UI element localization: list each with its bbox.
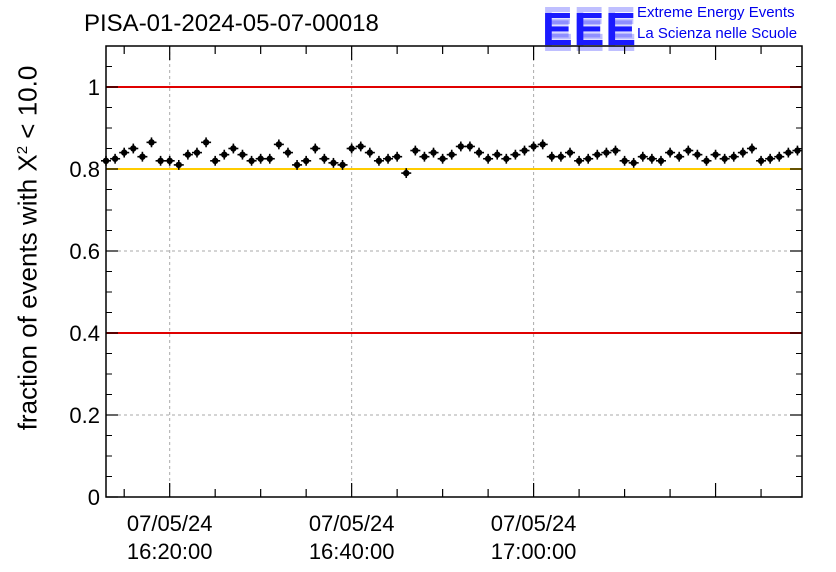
- data-point: [166, 157, 173, 164]
- data-point: [694, 151, 701, 158]
- data-point: [430, 149, 437, 156]
- data-point: [721, 155, 728, 162]
- data-point: [148, 139, 155, 146]
- data-point: [421, 153, 428, 160]
- brand-line-1: Extreme Energy Events: [637, 4, 795, 21]
- data-point: [266, 155, 273, 162]
- data-point: [312, 145, 319, 152]
- x-tick-time-label: 16:40:00: [309, 539, 395, 564]
- data-point: [494, 151, 501, 158]
- y-tick-label: 0.4: [69, 321, 100, 346]
- data-point: [794, 147, 801, 154]
- data-point: [120, 149, 128, 156]
- data-point: [539, 141, 546, 148]
- chart-title: PISA-01-2024-05-07-00018: [84, 10, 379, 37]
- data-point: [648, 155, 656, 162]
- data-point: [330, 159, 337, 167]
- brand-line-2: La Scienza nelle Scuole: [637, 25, 798, 42]
- data-point: [239, 151, 246, 158]
- data-point: [375, 157, 383, 164]
- data-point: [111, 155, 119, 162]
- data-point: [366, 149, 374, 156]
- data-point: [584, 155, 592, 162]
- data-point: [439, 155, 446, 162]
- data-point: [548, 153, 556, 160]
- data-point: [675, 153, 683, 160]
- y-tick-label: 0: [88, 485, 100, 510]
- data-point: [230, 145, 237, 152]
- data-point: [302, 157, 310, 164]
- data-point: [685, 147, 692, 154]
- data-point: [703, 157, 710, 164]
- data-point: [785, 149, 792, 156]
- data-point: [766, 155, 774, 162]
- data-point: [193, 149, 201, 156]
- data-point: [566, 149, 574, 156]
- data-point: [639, 153, 646, 160]
- data-point: [603, 149, 610, 156]
- data-point: [221, 151, 228, 158]
- x-tick-date-label: 07/05/24: [309, 511, 395, 536]
- data-point: [594, 151, 601, 158]
- data-point: [557, 153, 565, 160]
- data-point: [157, 157, 164, 164]
- data-point: [530, 143, 537, 150]
- data-point: [248, 157, 255, 164]
- data-point: [293, 161, 301, 169]
- data-point: [475, 149, 483, 156]
- data-point: [466, 143, 474, 150]
- data-point: [175, 161, 182, 169]
- data-point: [730, 153, 737, 160]
- data-point: [757, 157, 765, 164]
- data-point: [503, 155, 510, 162]
- data-point: [448, 151, 455, 158]
- data-point: [712, 151, 719, 158]
- data-point: [412, 147, 419, 154]
- data-point: [666, 149, 674, 156]
- data-point: [621, 157, 628, 164]
- data-point: [630, 159, 637, 167]
- y-tick-label: 0.6: [69, 239, 100, 264]
- data-point: [403, 169, 410, 177]
- x-tick-time-label: 17:00:00: [491, 539, 577, 564]
- data-point: [457, 143, 465, 150]
- data-point: [739, 149, 747, 156]
- data-point: [657, 157, 665, 164]
- y-tick-label: 0.8: [69, 157, 100, 182]
- data-point: [748, 145, 756, 152]
- data-point: [348, 145, 355, 152]
- data-point: [211, 157, 219, 164]
- data-point: [321, 155, 328, 162]
- data-point: [521, 147, 528, 154]
- data-point: [484, 155, 492, 162]
- y-tick-label: 0.2: [69, 403, 100, 428]
- data-point: [130, 145, 137, 152]
- data-point: [202, 139, 210, 146]
- data-point: [139, 153, 146, 160]
- data-point: [776, 153, 783, 160]
- data-point: [102, 157, 110, 164]
- data-point: [275, 141, 283, 148]
- data-point: [257, 155, 264, 162]
- y-tick-label: 1: [88, 75, 100, 100]
- x-tick-date-label: 07/05/24: [127, 511, 213, 536]
- data-point: [339, 161, 346, 169]
- data-point: [384, 155, 392, 162]
- data-point: [184, 151, 192, 158]
- data-point: [393, 153, 401, 160]
- x-tick-date-label: 07/05/24: [491, 511, 577, 536]
- data-point: [284, 149, 292, 156]
- plot-frame: [105, 45, 803, 498]
- data-point: [612, 147, 619, 154]
- data-point: [512, 151, 519, 158]
- data-point: [357, 143, 364, 150]
- data-point: [575, 157, 583, 164]
- x-tick-time-label: 16:20:00: [127, 539, 213, 564]
